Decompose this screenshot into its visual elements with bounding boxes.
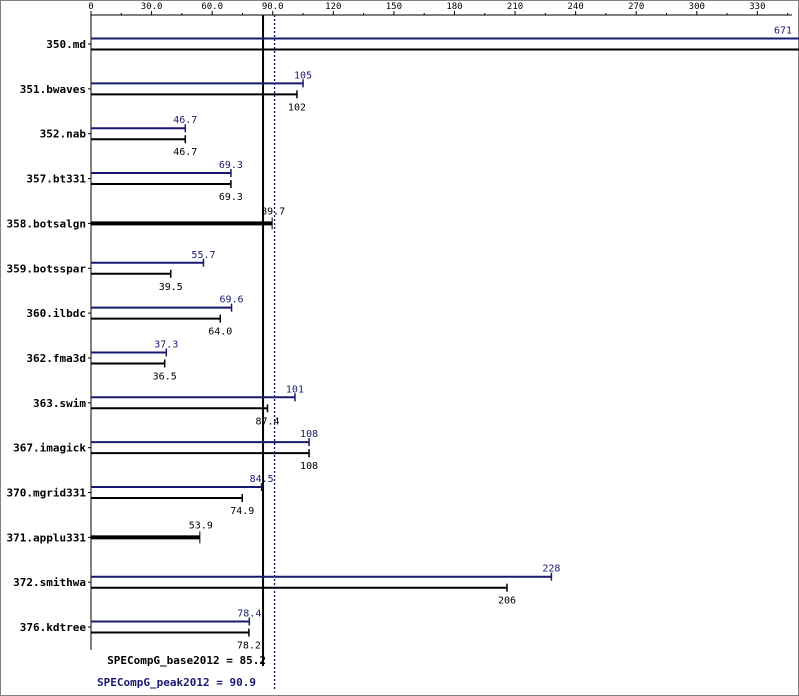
x-tick-label: 270 — [628, 2, 644, 12]
peak-value-label: 46.7 — [173, 115, 197, 126]
base-value-label: 46.7 — [173, 147, 197, 158]
peak-value-label: 78.4 — [237, 609, 261, 620]
x-tick-label: 30.0 — [141, 2, 163, 12]
base-value-label: 74.9 — [230, 506, 254, 517]
base-value-label: 69.3 — [219, 192, 243, 203]
base-value-label: 87.4 — [255, 416, 279, 427]
x-tick-label: 300 — [689, 2, 705, 12]
base-value-label: 64.0 — [208, 327, 232, 338]
base-value-label: 53.9 — [189, 520, 213, 531]
x-tick-label: 0 — [88, 2, 93, 12]
base-mean-label: SPECompG_base2012 = 85.2 — [107, 654, 266, 667]
benchmark-label: 370.mgrid331 — [7, 487, 87, 500]
base-bar — [91, 221, 273, 226]
benchmark-label: 357.bt331 — [26, 173, 86, 186]
benchmark-label: 352.nab — [40, 128, 87, 141]
peak-value-label: 105 — [294, 70, 312, 81]
peak-value-label: 101 — [286, 384, 304, 395]
base-value-label: 89.7 — [261, 206, 285, 217]
benchmark-label: 363.swim — [33, 397, 86, 410]
peak-value-label: 55.7 — [191, 250, 215, 261]
peak-value-label: 69.6 — [219, 295, 243, 306]
benchmark-label: 358.botsalgn — [7, 217, 86, 230]
base-bar — [91, 535, 200, 540]
benchmark-label: 359.botsspar — [7, 262, 87, 275]
peak-value-label: 84.5 — [250, 474, 274, 485]
benchmark-label: 360.ilbdc — [26, 307, 86, 320]
x-tick-label: 210 — [507, 2, 523, 12]
peak-value-label: 69.3 — [219, 160, 243, 171]
x-tick-label: 60.0 — [201, 2, 223, 12]
peak-value-label: 108 — [300, 429, 318, 440]
x-tick-label: 330 — [749, 2, 765, 12]
x-tick-label: 120 — [325, 2, 341, 12]
peak-value-label: 671 — [774, 26, 792, 37]
benchmark-label: 372.smithwa — [13, 576, 86, 589]
base-value-label: 78.2 — [237, 641, 261, 652]
peak-mean-label: SPECompG_peak2012 = 90.9 — [97, 676, 256, 689]
benchmark-label: 350.md — [46, 38, 86, 51]
benchmark-label: 351.bwaves — [20, 83, 86, 96]
x-tick-label: 180 — [446, 2, 462, 12]
x-tick-label: 240 — [567, 2, 583, 12]
benchmark-label: 362.fma3d — [26, 352, 86, 365]
base-value-label: 36.5 — [153, 371, 177, 382]
base-value-label: 108 — [300, 461, 318, 472]
base-value-label: 206 — [498, 596, 516, 607]
benchmark-label: 367.imagick — [13, 442, 86, 455]
peak-value-label: 37.3 — [154, 339, 178, 350]
base-value-label: 39.5 — [159, 282, 183, 293]
peak-value-label: 228 — [542, 564, 560, 575]
x-tick-label: 90.0 — [262, 2, 284, 12]
x-tick-label: 150 — [386, 2, 402, 12]
benchmark-label: 376.kdtree — [20, 621, 87, 634]
benchmark-label: 371.applu331 — [7, 531, 87, 544]
base-value-label: 102 — [288, 102, 306, 113]
